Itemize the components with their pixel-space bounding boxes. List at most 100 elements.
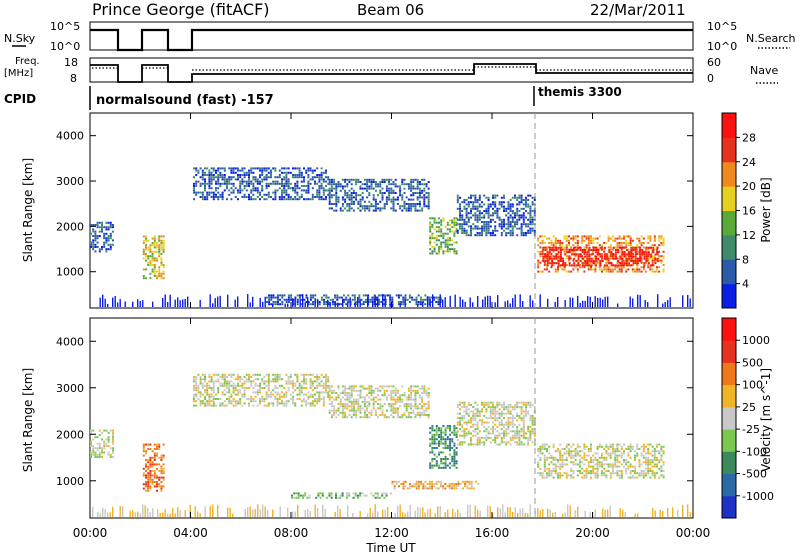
heatmap-cell-1-3 <box>341 416 344 419</box>
heatmap-cell-0-2 <box>228 176 231 179</box>
heatmap-cell-1-2 <box>300 404 303 407</box>
heatmap-cell-0-2 <box>254 180 257 183</box>
heatmap-cell-0-6 <box>623 235 625 238</box>
heatmap-cell-0-4 <box>429 241 432 244</box>
heatmap-cell-0-3 <box>418 194 421 197</box>
heatmap-cell-0-6 <box>590 266 592 269</box>
heatmap-cell-1-3 <box>390 405 393 408</box>
heatmap-cell-0-2 <box>309 198 312 201</box>
heatmap-cell-1-1 <box>145 481 147 483</box>
heatmap-cell-1-3 <box>359 407 362 410</box>
heatmap-cell-0-2 <box>309 169 312 172</box>
heatmap-cell-1-5 <box>525 403 527 406</box>
heatmap-cell-0-2 <box>199 182 202 185</box>
heatmap-cell-1-4 <box>431 427 434 430</box>
heatmap-cell-1-3 <box>341 392 344 394</box>
heatmap-cell-1-6 <box>585 474 588 477</box>
heatmap-cell-0-1 <box>147 239 150 242</box>
heatmap-cell-1-3 <box>333 398 336 401</box>
heatmap-cell-1-2 <box>300 380 303 383</box>
heatmap-cell-1-6 <box>618 461 621 464</box>
heatmap-cell-1-3 <box>363 416 366 419</box>
heatmap-cell-1-2 <box>270 395 272 398</box>
heatmap-cell-1-6 <box>590 470 592 472</box>
heatmap-cell-1-0 <box>94 436 97 439</box>
heatmap-cell-1-6 <box>631 474 634 477</box>
heatmap-cell-0-2 <box>283 191 286 194</box>
heatmap-cell-1-3 <box>361 400 364 403</box>
heatmap-cell-1-5 <box>522 434 525 437</box>
heatmap-cell-1-6 <box>645 467 647 470</box>
heatmap-cell-0-2 <box>274 198 277 201</box>
heatmap-cell-1-5 <box>511 417 514 420</box>
heatmap-cell-1-5 <box>456 430 459 433</box>
heatmap-cell-1-5 <box>459 443 461 446</box>
heatmap-cell-1-6 <box>541 472 544 475</box>
heatmap-cell-1-5 <box>518 441 521 444</box>
heatmap-cell-1-2 <box>272 373 275 376</box>
heatmap-cell-0-7 <box>636 257 639 260</box>
heatmap-cell-0-3 <box>416 198 419 201</box>
heatmap-cell-1-5 <box>465 434 468 437</box>
heatmap-cell-1-1 <box>145 476 147 479</box>
heatmap-cell-1-5 <box>531 428 534 431</box>
clutter-mark-0 <box>644 300 646 307</box>
heatmap-cell-0-6 <box>594 270 597 273</box>
heatmap-cell-1-3 <box>388 405 391 408</box>
heatmap-cell-1-2 <box>283 402 286 405</box>
heatmap-cell-0-8 <box>336 294 339 297</box>
heatmap-cell-0-6 <box>656 268 658 271</box>
heatmap-cell-1-3 <box>407 396 410 399</box>
clutter-mark-0 <box>482 299 484 307</box>
heatmap-cell-0-2 <box>219 196 222 198</box>
heatmap-cell-1-2 <box>316 400 319 403</box>
heatmap-cell-0-7 <box>639 257 642 260</box>
heatmap-cell-0-8 <box>437 298 440 301</box>
heatmap-cell-1-5 <box>485 434 488 437</box>
heatmap-cell-0-3 <box>385 185 388 188</box>
heatmap-cell-1-0 <box>109 429 112 432</box>
heatmap-cell-0-5 <box>527 205 530 208</box>
clutter-mark-0 <box>504 301 506 307</box>
heatmap-cell-1-4 <box>446 444 449 447</box>
heatmap-cell-0-6 <box>543 264 546 266</box>
heatmap-cell-1-5 <box>518 401 521 404</box>
heatmap-cell-0-2 <box>215 196 217 198</box>
heatmap-cell-1-2 <box>296 387 299 389</box>
heatmap-cell-1-2 <box>314 387 316 389</box>
heatmap-cell-0-1 <box>145 235 147 238</box>
heatmap-cell-1-6 <box>539 445 542 448</box>
heatmap-cell-1-2 <box>243 382 246 385</box>
clutter-mark-0 <box>472 302 474 307</box>
heatmap-cell-1-2 <box>215 398 217 400</box>
heatmap-cell-1-4 <box>451 464 454 467</box>
heatmap-cell-1-6 <box>552 463 555 466</box>
heatmap-cell-0-5 <box>527 203 530 206</box>
heatmap-cell-1-6 <box>636 454 639 457</box>
heatmap-cell-0-6 <box>607 239 610 242</box>
heatmap-cell-1-5 <box>518 406 521 409</box>
heatmap-cell-0-3 <box>370 187 373 190</box>
heatmap-cell-0-4 <box>446 232 449 235</box>
heatmap-cell-0-3 <box>388 192 391 194</box>
heatmap-cell-1-3 <box>352 385 355 388</box>
heatmap-cell-0-7 <box>546 255 549 258</box>
heatmap-cell-0-5 <box>478 210 481 212</box>
heatmap-cell-0-3 <box>368 209 371 212</box>
heatmap-cell-0-2 <box>256 196 259 198</box>
heatmap-cell-1-1 <box>149 487 152 490</box>
clutter-mark-0 <box>489 295 491 307</box>
heatmap-cell-0-5 <box>459 218 461 221</box>
heatmap-cell-0-3 <box>339 189 342 192</box>
heatmap-cell-0-5 <box>472 227 475 230</box>
heatmap-cell-0-6 <box>537 264 540 266</box>
heatmap-cell-1-6 <box>625 472 628 475</box>
heatmap-cell-1-2 <box>245 387 248 389</box>
heatmap-cell-0-2 <box>265 185 268 187</box>
heatmap-cell-1-6 <box>645 472 647 475</box>
heatmap-cell-0-6 <box>660 261 663 264</box>
heatmap-cell-1-3 <box>363 411 366 414</box>
heatmap-cell-0-4 <box>431 237 434 240</box>
heatmap-cell-0-2 <box>243 180 246 183</box>
heatmap-cell-0-0 <box>109 221 112 224</box>
